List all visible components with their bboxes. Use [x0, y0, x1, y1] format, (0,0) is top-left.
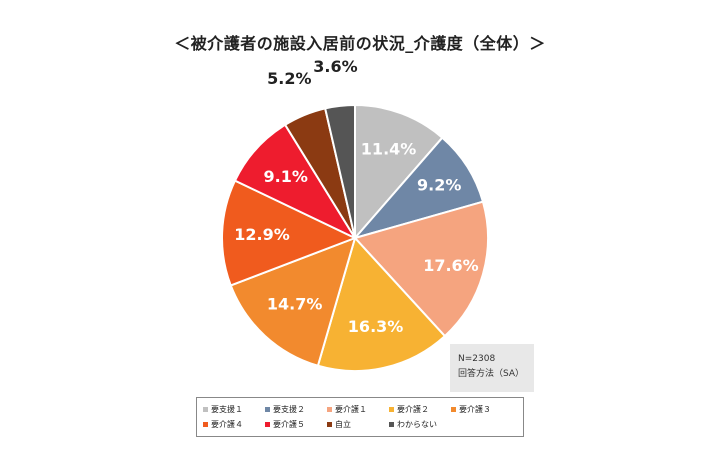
slice-data-label: 9.1%	[264, 167, 308, 186]
slice-data-label: 3.6%	[313, 57, 357, 76]
pie-slice	[229, 236, 357, 367]
pie-slice	[353, 200, 489, 338]
pie-slice	[221, 179, 358, 287]
legend-swatch	[327, 422, 332, 427]
pie-slice	[354, 103, 444, 241]
slice-data-label: 17.6%	[423, 256, 479, 275]
slice-data-label: 14.7%	[267, 295, 323, 314]
legend-row: 要介護４ 要介護５ 自立 わからない	[203, 417, 517, 432]
legend-swatch	[389, 407, 394, 412]
legend-swatch	[389, 422, 394, 427]
legend-label: 要支援２	[273, 405, 305, 414]
legend-row: 要支援１ 要支援２ 要介護１ 要介護２ 要介護３	[203, 402, 517, 417]
legend-item: 要支援２	[265, 404, 327, 415]
legend-label: 要介護２	[397, 405, 429, 414]
legend-label: 要介護１	[335, 405, 367, 414]
legend-item: 自立	[327, 419, 389, 430]
legend-label: 要介護３	[459, 405, 491, 414]
slice-data-label: 16.3%	[348, 317, 404, 336]
legend-label: 要介護４	[211, 420, 243, 429]
slice-data-label: 9.2%	[417, 176, 461, 195]
legend-label: わからない	[397, 420, 437, 429]
sample-size-label: N=2308	[458, 354, 496, 364]
legend-swatch	[265, 422, 270, 427]
slice-data-label: 12.9%	[234, 225, 290, 244]
legend-swatch	[265, 407, 270, 412]
legend-swatch	[451, 407, 456, 412]
legend-item: 要支援１	[203, 404, 265, 415]
legend-item: 要介護４	[203, 419, 265, 430]
legend-item: 要介護２	[389, 404, 451, 415]
legend-swatch	[203, 422, 208, 427]
legend-item: 要介護５	[265, 419, 327, 430]
pie-slice	[323, 103, 356, 239]
legend-item: わからない	[389, 419, 459, 430]
legend-label: 要介護５	[273, 420, 305, 429]
slice-data-label: 5.2%	[267, 69, 311, 88]
answer-method-label: 回答方法（SA）	[458, 369, 525, 379]
pie-slice	[316, 236, 447, 372]
legend-label: 自立	[335, 420, 351, 429]
sample-note-box: N=2308 回答方法（SA）	[450, 344, 534, 392]
slice-data-label: 11.4%	[361, 139, 417, 158]
chart-title: ＜被介護者の施設入居前の状況_介護度（全体）＞	[174, 34, 546, 53]
chart-legend: 要支援１ 要支援２ 要介護１ 要介護２ 要介護３ 要介護４ 要介護５ 自立 わからない	[196, 397, 524, 437]
legend-swatch	[203, 407, 208, 412]
legend-item: 要介護３	[451, 404, 513, 415]
legend-swatch	[327, 407, 332, 412]
legend-label: 要支援１	[211, 405, 243, 414]
legend-item: 要介護１	[327, 404, 389, 415]
